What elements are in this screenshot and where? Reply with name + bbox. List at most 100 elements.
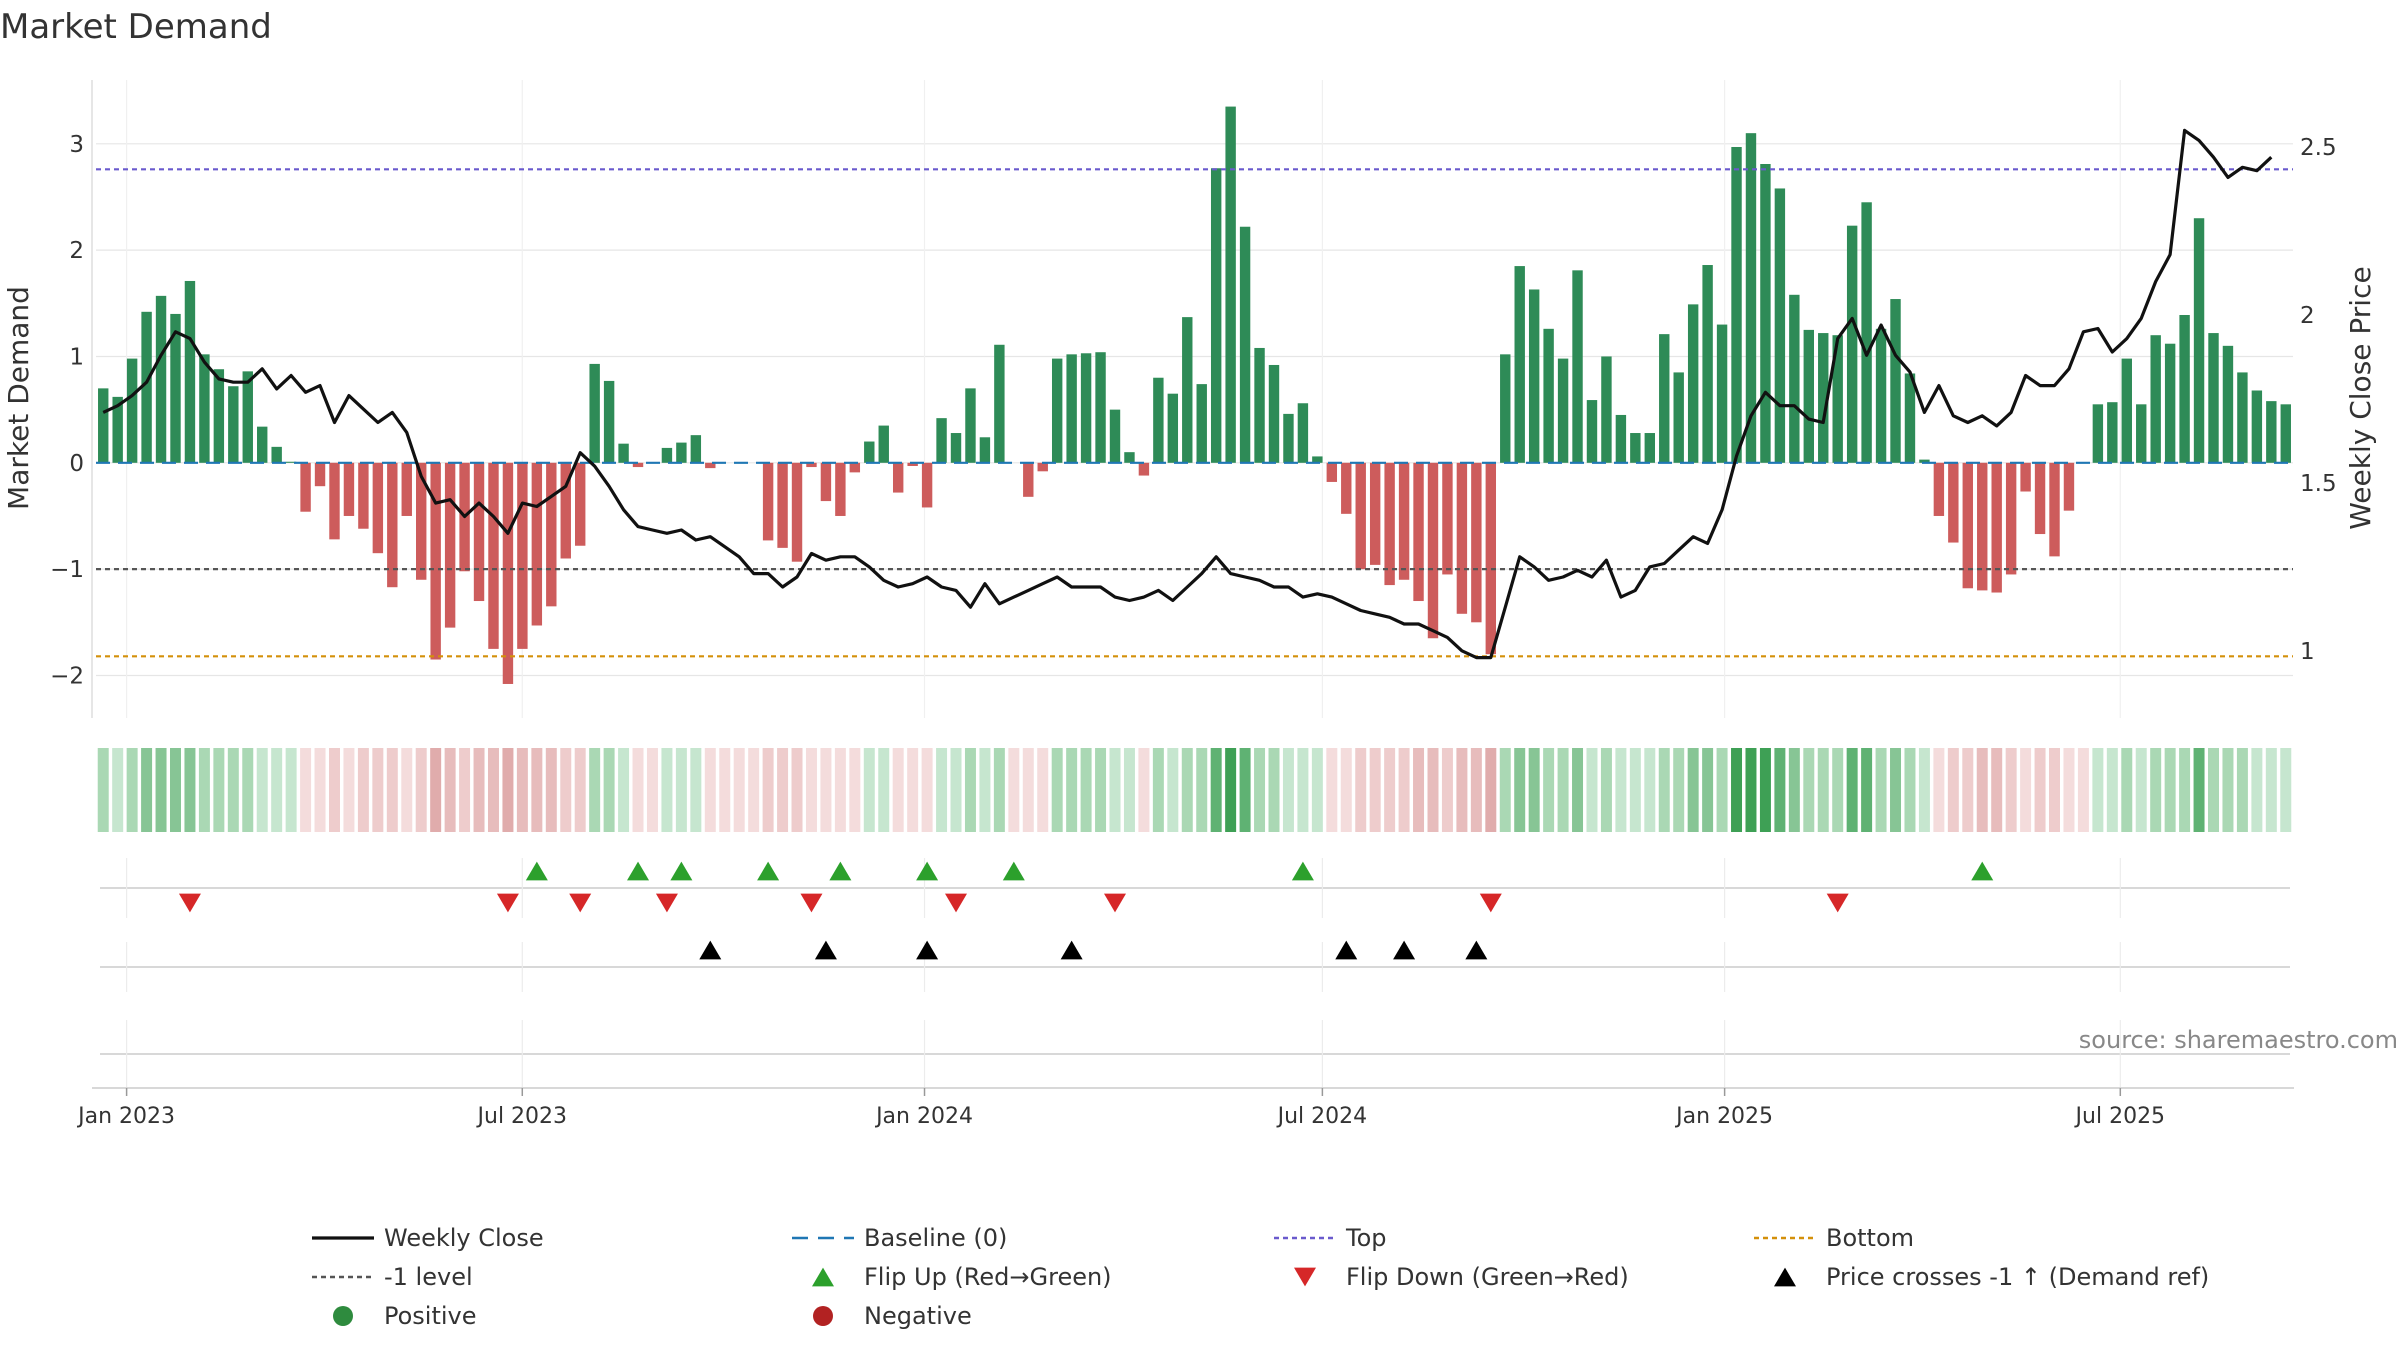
demand-bar-10: [242, 371, 253, 463]
demand-bar-22: [416, 462, 427, 580]
demand-bar-109: [1673, 372, 1684, 463]
demand-bar-91: [1413, 462, 1424, 602]
strip-cell-65: [1037, 748, 1049, 832]
y-tick-label-3: 1: [69, 344, 84, 370]
x-tick-label-1: Jul 2023: [476, 1104, 568, 1129]
strip-cell-20: [386, 748, 398, 832]
legend-label-top: Top: [1345, 1224, 1387, 1252]
strip-cell-18: [357, 748, 369, 832]
flip-up-marker-8: [1971, 861, 1994, 881]
strip-cell-142: [2150, 748, 2162, 832]
demand-bar-55: [892, 462, 904, 493]
strip-cell-59: [950, 748, 962, 832]
flip-down-marker-6: [1104, 893, 1127, 913]
strip-cell-70: [1109, 748, 1121, 832]
legend-item-flip-up: Flip Up (Red→Green): [812, 1263, 1112, 1291]
demand-bar-36: [618, 443, 629, 463]
strip-cell-109: [1673, 748, 1685, 832]
strip-cell-46: [762, 748, 774, 832]
demand-bar-127: [1933, 462, 1945, 516]
strip-cell-14: [300, 748, 312, 832]
strip-cell-105: [1615, 748, 1627, 832]
demand-bar-88: [1369, 462, 1381, 565]
demand-bar-82: [1283, 413, 1294, 463]
demand-bar-66: [1051, 358, 1063, 463]
price-cross-marker-4: [1335, 940, 1358, 960]
demand-bar-0: [98, 388, 109, 463]
strip-cell-131: [1991, 748, 2003, 832]
demand-bar-23: [430, 462, 441, 660]
demand-bar-135: [2049, 462, 2060, 557]
strip-cell-24: [444, 748, 456, 832]
flip-down-marker-8: [1826, 893, 1849, 913]
y-tick-label-2: 0: [69, 451, 84, 477]
demand-bar-37: [632, 462, 644, 468]
y-tick-label-4: 2: [69, 238, 84, 264]
demand-bar-51: [835, 462, 846, 516]
demand-bar-35: [603, 380, 615, 463]
strip-cell-82: [1282, 748, 1294, 832]
demand-bar-48: [791, 462, 803, 562]
flip-down-marker-0: [178, 893, 201, 913]
strip-cell-119: [1817, 748, 1829, 832]
demand-bar-93: [1442, 462, 1453, 575]
flip-down-marker-3: [655, 893, 678, 913]
strip-cell-90: [1398, 748, 1410, 832]
demand-bar-71: [1124, 452, 1135, 463]
demand-bar-110: [1687, 304, 1699, 463]
demand-bar-19: [372, 462, 384, 554]
demand-bar-80: [1254, 347, 1265, 463]
strip-cell-149: [2251, 748, 2263, 832]
chart-title: Market Demand: [0, 7, 272, 47]
demand-bar-40: [676, 442, 687, 463]
demand-bar-141: [2136, 404, 2147, 463]
flip-up-marker-6: [1002, 861, 1025, 881]
demand-bar-24: [444, 462, 456, 628]
x-tick-label-5: Jul 2025: [2074, 1104, 2166, 1129]
legend-label-minus1: -1 level: [384, 1263, 473, 1291]
demand-bar-131: [1991, 462, 2002, 593]
demand-bar-145: [2193, 218, 2205, 463]
demand-bar-97: [1500, 354, 1511, 463]
strip-cell-86: [1340, 748, 1352, 832]
strip-cell-99: [1528, 748, 1540, 832]
demand-bar-83: [1297, 403, 1309, 463]
strip-cell-15: [314, 748, 326, 832]
price-cross-marker-3: [1060, 940, 1083, 960]
source-text: source: sharemaestro.com: [2079, 1026, 2398, 1054]
strip-cell-17: [343, 748, 355, 832]
demand-bar-5: [170, 313, 181, 463]
demand-bar-31: [546, 462, 557, 607]
strip-cell-79: [1239, 748, 1251, 832]
flip-down-marker-5: [945, 893, 968, 913]
strip-cell-74: [1167, 748, 1179, 832]
strip-cell-85: [1326, 748, 1338, 832]
strip-cell-98: [1514, 748, 1526, 832]
strip-cell-126: [1918, 748, 1930, 832]
strip-cell-81: [1268, 748, 1280, 832]
demand-bar-121: [1846, 225, 1858, 463]
flip-down-marker-7: [1479, 893, 1502, 913]
bars-layer: [98, 106, 2291, 684]
demand-bar-146: [2208, 333, 2219, 463]
strip-cell-132: [2005, 748, 2017, 832]
demand-bar-120: [1832, 335, 1843, 463]
strip-cell-115: [1759, 748, 1771, 832]
demand-bar-133: [2020, 462, 2031, 492]
demand-bar-100: [1543, 328, 1554, 463]
demand-bar-30: [531, 462, 543, 626]
y2-axis-ticks: 1 1.5 2 2.5: [2300, 135, 2337, 665]
demand-bar-114: [1745, 133, 1757, 463]
demand-bar-79: [1239, 226, 1251, 463]
strip-cell-116: [1774, 748, 1786, 832]
demand-bar-87: [1355, 462, 1366, 570]
strip-cell-43: [719, 748, 731, 832]
demand-bar-85: [1326, 462, 1338, 482]
strip-cell-73: [1152, 748, 1164, 832]
demand-bar-15: [314, 462, 326, 487]
demand-bar-11: [257, 426, 268, 463]
strip-cell-88: [1369, 748, 1381, 832]
legend-item-minus1: -1 level: [312, 1263, 473, 1291]
strip-cell-31: [545, 748, 557, 832]
